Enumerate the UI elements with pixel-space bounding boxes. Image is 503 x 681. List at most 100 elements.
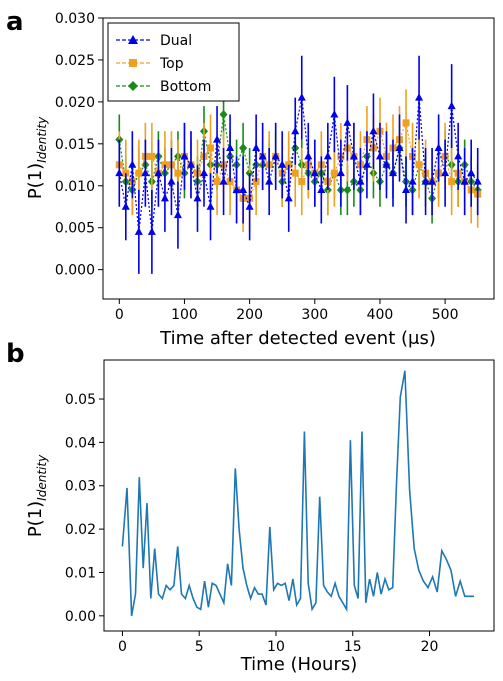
data-point [226, 143, 235, 152]
data-point [239, 143, 248, 153]
panel-b-label: b [6, 339, 25, 369]
data-point [115, 168, 124, 177]
panel-b-y-axis-label-main: P(1) [25, 501, 46, 537]
panel-a-axes-frame [102, 17, 495, 300]
y-tick-label: 0.04 [65, 435, 96, 451]
legend-bottom-label: Bottom [160, 79, 211, 95]
panel-a-series [115, 55, 482, 274]
data-point [291, 126, 300, 135]
series-top [115, 89, 482, 232]
data-point [232, 185, 241, 193]
data-point [336, 168, 345, 177]
panel-a-x-axis-label: Time after detected event (μs) [159, 328, 436, 349]
x-tick-label: 15 [344, 639, 362, 655]
data-point [291, 169, 299, 177]
data-point [402, 185, 411, 193]
x-tick-label: 5 [195, 639, 204, 655]
data-point [135, 169, 143, 177]
data-point [173, 210, 182, 219]
legend-item-dual: Dual [116, 33, 192, 49]
data-point [128, 160, 137, 168]
panel-a-y-ticks: 0.000 0.005 0.010 0.015 0.020 0.025 0.030 [55, 11, 103, 279]
data-point [434, 143, 443, 152]
data-point [174, 169, 182, 177]
data-point [200, 168, 209, 177]
data-point [148, 152, 156, 160]
data-point [310, 168, 319, 177]
data-point [473, 177, 482, 185]
y-tick-label: 0.025 [55, 53, 95, 69]
data-point [454, 151, 463, 160]
panel-b: b 0.00 0.01 0.02 0.03 0.04 0.05 0 5 10 15 20 Time… [6, 339, 495, 675]
x-tick-label: 0 [115, 307, 124, 323]
data-point [395, 143, 404, 152]
data-point [258, 151, 267, 160]
data-point [160, 193, 169, 202]
y-tick-label: 0.03 [65, 479, 96, 495]
data-point [239, 185, 248, 193]
legend-top-marker [129, 59, 137, 67]
data-point [271, 151, 280, 160]
data-point [213, 178, 221, 186]
x-tick-label: 20 [421, 639, 439, 655]
panel-a: a 0.000 0.005 0.010 0.015 0.020 0.025 0.030 0 1… [6, 7, 495, 349]
data-point [402, 119, 410, 127]
y-tick-label: 0.00 [65, 609, 96, 625]
data-point [193, 193, 202, 202]
data-point [330, 169, 338, 177]
legend: Dual Top Bottom [107, 22, 240, 102]
data-point [278, 160, 287, 168]
data-point [362, 160, 371, 168]
panel-b-axes-frame [103, 359, 495, 632]
series-bottom [115, 89, 482, 224]
panel-b-y-ticks: 0.00 0.01 0.02 0.03 0.04 0.05 [65, 392, 104, 625]
data-point [415, 93, 424, 101]
data-point [121, 202, 130, 210]
panel-a-y-axis-label-main: P(1) [25, 163, 46, 199]
legend-dual-marker [128, 35, 138, 44]
data-point [343, 185, 352, 195]
data-point [265, 177, 274, 185]
y-tick-label: 0.030 [55, 11, 95, 27]
data-point [415, 161, 423, 169]
panel-a-y-axis-label: P(1)Identity [25, 116, 49, 199]
data-point [304, 151, 313, 160]
data-point [219, 109, 228, 119]
data-point [252, 143, 261, 152]
x-tick-label: 100 [171, 307, 198, 323]
legend-dual-label: Dual [160, 33, 192, 49]
data-point [147, 227, 156, 235]
data-point [330, 109, 339, 118]
y-tick-label: 0.005 [55, 221, 95, 237]
panel-b-x-axis-label: Time (Hours) [240, 654, 358, 675]
data-point [219, 177, 228, 185]
data-point [428, 177, 437, 185]
panel-a-x-ticks: 0 100 200 300 400 500 [115, 299, 458, 323]
data-point [154, 168, 163, 177]
legend-item-bottom: Bottom [116, 79, 211, 95]
data-point [298, 178, 306, 186]
data-point [167, 177, 176, 185]
x-tick-label: 300 [301, 307, 328, 323]
series-dual [115, 55, 482, 274]
legend-bottom-marker [128, 81, 138, 91]
x-tick-label: 200 [236, 307, 263, 323]
series-line [121, 370, 474, 616]
legend-top-label: Top [159, 56, 184, 72]
x-tick-label: 400 [367, 307, 394, 323]
panel-a-y-axis-label-sub: Identity [35, 116, 49, 163]
data-point [375, 151, 384, 160]
data-point [186, 160, 195, 168]
panel-b-y-axis-label: P(1)Identity [25, 454, 49, 537]
data-point [180, 151, 189, 160]
panel-b-y-axis-label-sub: Identity [35, 454, 49, 501]
data-point [448, 178, 456, 186]
series-line [121, 370, 474, 616]
data-point [408, 177, 417, 185]
panel-b-x-ticks: 0 5 10 15 20 [118, 631, 438, 655]
y-tick-label: 0.01 [65, 565, 96, 581]
data-point [284, 193, 293, 202]
y-tick-label: 0.05 [65, 392, 96, 408]
panel-a-label: a [6, 7, 24, 37]
